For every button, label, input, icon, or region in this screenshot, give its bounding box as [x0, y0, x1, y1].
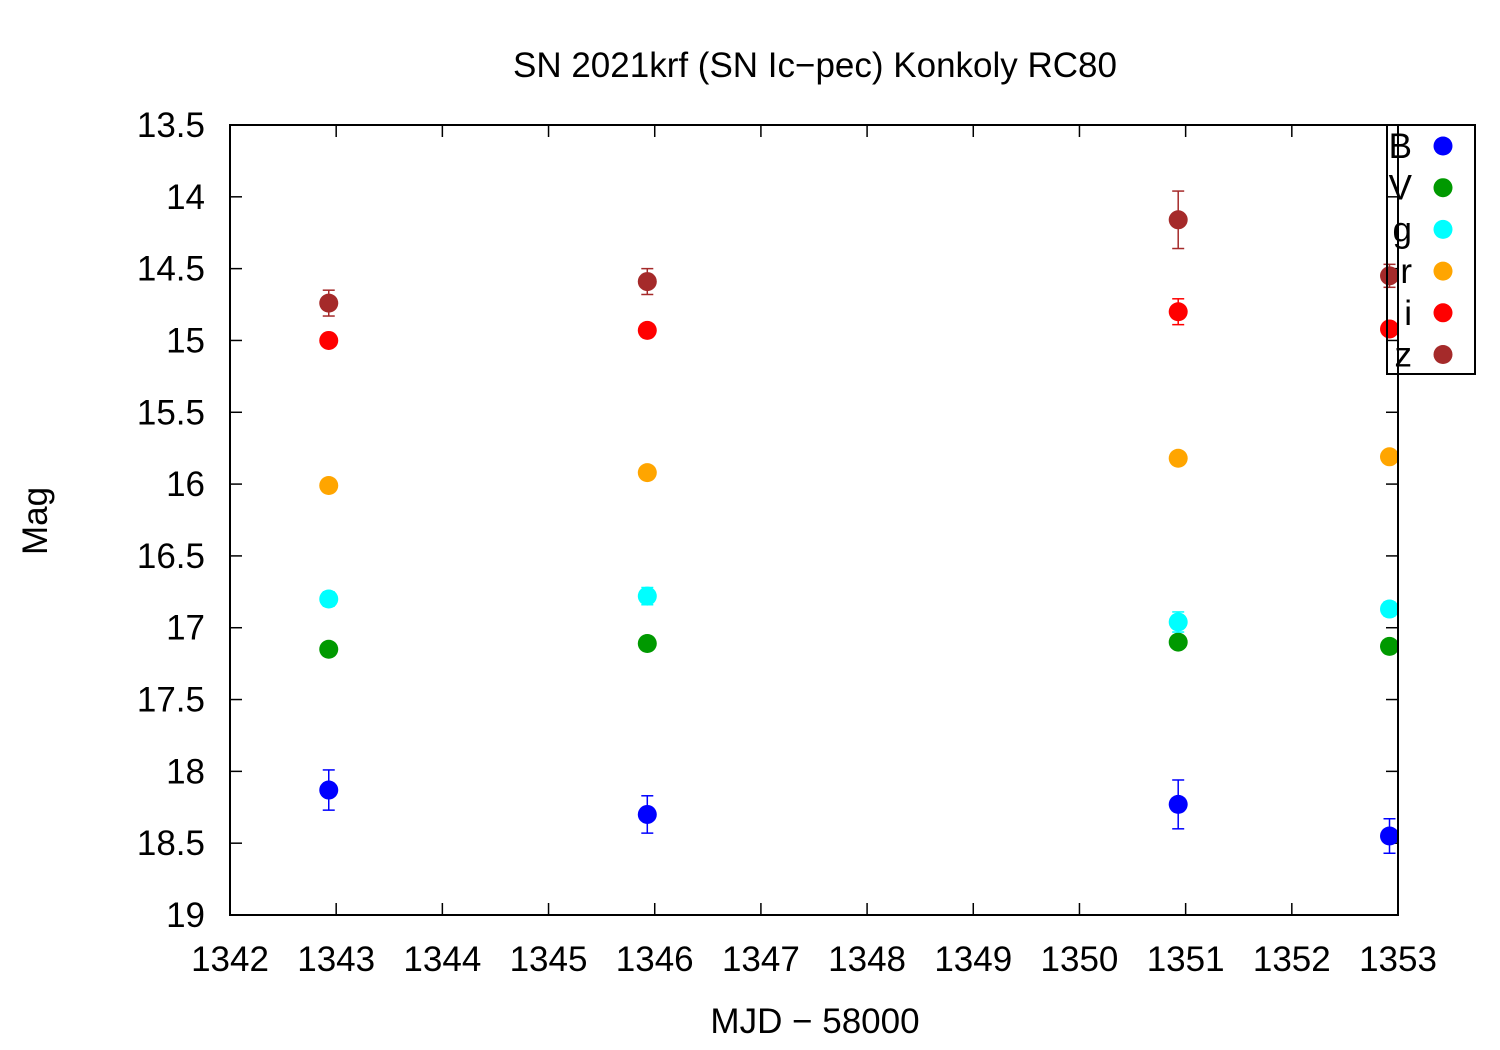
- data-point-g: [1380, 599, 1400, 619]
- y-tick-label: 18: [166, 752, 205, 791]
- y-tick-label: 18.5: [137, 824, 205, 863]
- legend-marker-V: [1433, 178, 1453, 198]
- data-point-B: [637, 804, 657, 824]
- data-point-V: [637, 634, 657, 654]
- data-point-z: [1168, 210, 1188, 230]
- x-tick-label: 1353: [1359, 940, 1437, 979]
- legend-marker-z: [1433, 345, 1453, 364]
- series-z: [319, 190, 1400, 317]
- data-point-g: [319, 589, 339, 609]
- legend-box: [1386, 124, 1476, 375]
- x-tick-label: 1343: [297, 940, 375, 979]
- legend-label-r: r: [1400, 252, 1412, 291]
- data-point-i: [319, 330, 339, 350]
- chart-title: SN 2021krf (SN Ic−pec) Konkoly RC80: [513, 46, 1117, 85]
- series-i: [319, 298, 1400, 350]
- x-tick-label: 1342: [191, 940, 269, 979]
- series-r: [319, 447, 1400, 496]
- y-tick-label: 15.5: [137, 393, 205, 432]
- data-point-r: [319, 476, 339, 496]
- y-tick-label: 16.5: [137, 537, 205, 576]
- data-point-r: [1380, 447, 1400, 467]
- series-B: [319, 769, 1400, 854]
- points-layer: [319, 190, 1400, 854]
- data-point-r: [637, 463, 657, 483]
- series-g: [319, 586, 1400, 633]
- data-point-V: [1168, 632, 1188, 652]
- y-tick-label: 16: [166, 465, 205, 504]
- data-point-r: [1168, 448, 1188, 468]
- legend-marker-i: [1433, 303, 1453, 323]
- y-axis-label: Mag: [16, 487, 55, 555]
- x-tick-label: 1349: [934, 940, 1012, 979]
- y-tick-label: 13.5: [137, 106, 205, 145]
- data-point-z: [637, 272, 657, 292]
- data-point-z: [319, 293, 339, 313]
- data-point-g: [637, 586, 657, 606]
- data-point-g: [1168, 612, 1188, 632]
- legend-label-B: B: [1389, 127, 1412, 166]
- ticks-layer: 1342 1343 1344 1345 1346 1347 1348 1349 1350 1351…: [137, 106, 1437, 979]
- y-tick-label: 17.5: [137, 681, 205, 720]
- x-tick-label: 1347: [722, 940, 800, 979]
- data-point-B: [319, 780, 339, 800]
- x-tick-label: 1352: [1253, 940, 1331, 979]
- x-tick-label: 1344: [403, 940, 481, 979]
- legend-marker-r: [1433, 261, 1453, 281]
- plot-frame: [229, 124, 1399, 916]
- legend-label-i: i: [1404, 294, 1412, 333]
- legend-marker-B: [1433, 136, 1453, 156]
- x-tick-label: 1351: [1147, 940, 1225, 979]
- data-point-i: [1168, 302, 1188, 322]
- x-tick-label: 1346: [616, 940, 694, 979]
- x-axis-label: MJD − 58000: [710, 1002, 919, 1041]
- legend-label-z: z: [1395, 336, 1413, 375]
- y-tick-label: 14: [166, 178, 205, 217]
- legend-marker-g: [1433, 219, 1453, 239]
- x-tick-label: 1348: [828, 940, 906, 979]
- x-tick-label: 1345: [510, 940, 588, 979]
- series-V: [319, 632, 1400, 659]
- data-point-B: [1168, 794, 1188, 814]
- data-point-B: [1380, 826, 1400, 846]
- y-tick-label: 15: [166, 321, 205, 360]
- data-point-i: [1380, 319, 1400, 339]
- legend-label-V: V: [1389, 169, 1413, 208]
- y-tick-label: 14.5: [137, 250, 205, 289]
- data-point-i: [637, 320, 657, 340]
- data-point-V: [1380, 636, 1400, 656]
- data-point-z: [1380, 266, 1400, 286]
- y-tick-label: 19: [166, 896, 205, 935]
- legend-label-g: g: [1393, 210, 1412, 249]
- x-tick-label: 1350: [1041, 940, 1119, 979]
- y-tick-label: 17: [166, 609, 205, 648]
- data-point-V: [319, 639, 339, 659]
